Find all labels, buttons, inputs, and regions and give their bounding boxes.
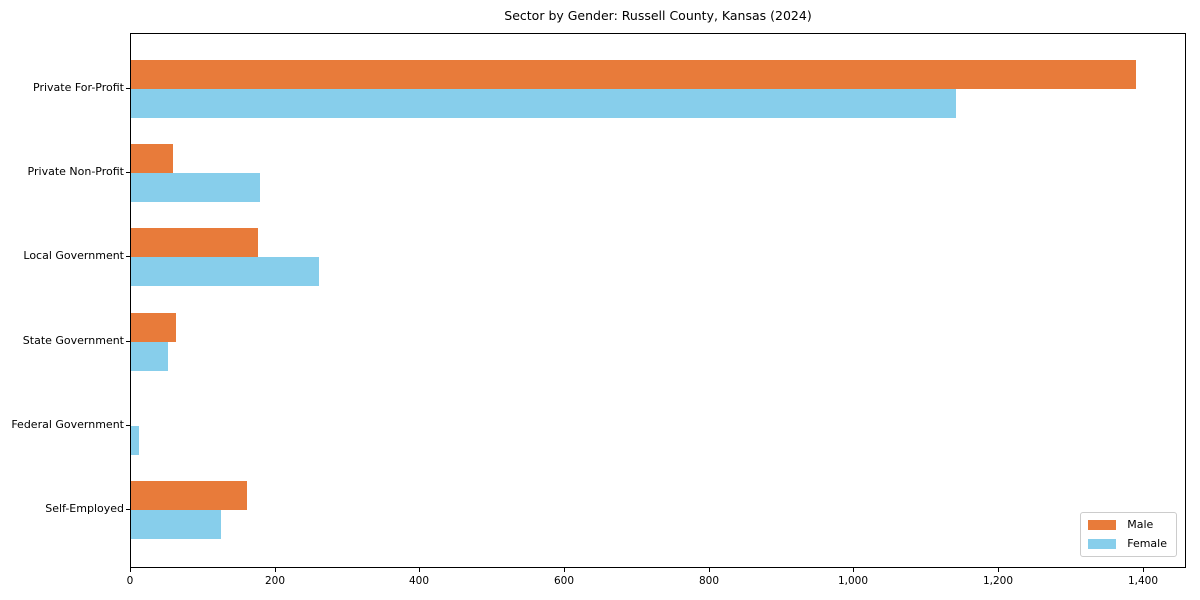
y-tick-label-private-for-profit: Private For-Profit [33,81,124,94]
legend-row-female: Female [1088,538,1167,550]
x-tick-label-1400: 1,400 [1127,575,1159,587]
bar-female-private-non-profit [131,173,260,203]
x-tick-label-200: 200 [264,575,286,587]
bar-female-local-government [131,257,319,287]
legend-label-female: Female [1127,537,1167,550]
x-tick-label-800: 800 [698,575,720,587]
bar-male-private-for-profit [131,60,1136,89]
y-tick-mark [126,424,130,426]
y-tick-label-federal-government: Federal Government [11,417,124,431]
plot-area: Male Female [130,33,1186,568]
y-tick-mark [126,88,130,89]
y-tick-mark [126,509,130,510]
bar-male-local-government [131,228,258,258]
x-tick-mark [419,568,420,572]
x-tick-label-1000: 1,000 [837,575,869,587]
x-tick-label-400: 400 [408,575,430,587]
x-tick-mark [998,568,999,572]
bar-male-self-employed [131,481,247,510]
x-tick-mark [275,568,276,572]
legend-label-male: Male [1127,518,1154,531]
x-tick-mark [130,568,131,572]
legend: Male Female [1080,512,1177,557]
bar-male-private-non-profit [131,144,173,174]
y-tick-label-private-non-profit: Private Non-Profit [27,165,124,179]
bar-female-federal-government [131,425,139,455]
x-tick-mark [853,568,854,572]
y-tick-label-state-government: State Government [22,333,124,347]
y-tick-label-local-government: Local Government [23,249,124,263]
x-tick-mark [709,568,710,572]
legend-row-male: Male [1088,519,1167,531]
bar-female-self-employed [131,510,221,539]
y-tick-label-self-employed: Self-Employed [45,502,124,515]
chart-title: Sector by Gender: Russell County, Kansas… [504,8,812,23]
y-tick-mark [126,340,130,342]
y-tick-mark [126,172,130,174]
x-tick-mark [564,568,565,572]
y-tick-mark [126,256,130,258]
x-tick-label-1200: 1,200 [982,575,1014,587]
x-tick-mark [1143,568,1144,572]
legend-swatch-male [1088,520,1117,530]
x-tick-label-0: 0 [126,575,134,587]
bar-female-private-for-profit [131,89,956,118]
bar-male-state-government [131,312,176,342]
bar-female-state-government [131,341,168,371]
x-tick-label-600: 600 [553,575,575,587]
legend-swatch-female [1088,539,1117,549]
